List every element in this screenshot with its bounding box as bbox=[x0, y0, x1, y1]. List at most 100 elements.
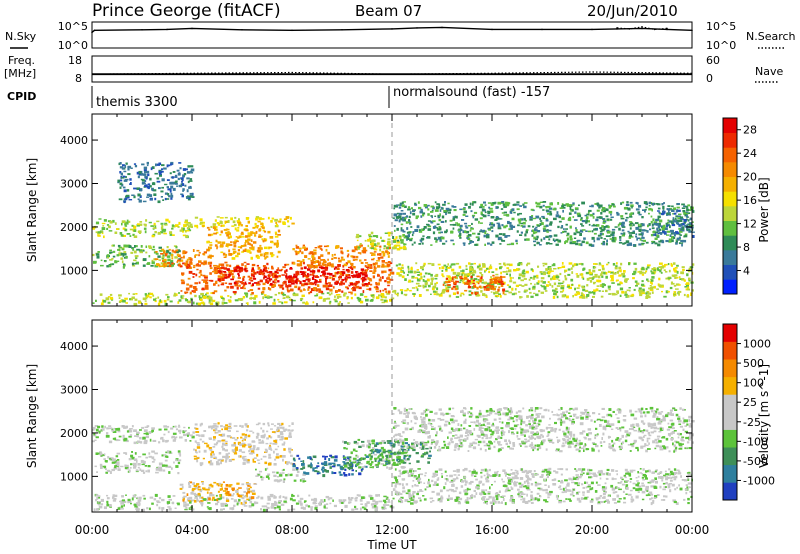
scatter-cell bbox=[179, 265, 183, 268]
scatter-cell bbox=[594, 266, 597, 269]
scatter-cell bbox=[200, 273, 203, 276]
scatter-cell bbox=[621, 224, 625, 227]
scatter-cell bbox=[199, 488, 203, 491]
scatter-cell bbox=[225, 494, 229, 496]
scatter-cell bbox=[131, 296, 135, 299]
scatter-cell bbox=[484, 269, 487, 272]
scatter-cell bbox=[371, 253, 376, 256]
scatter-cell bbox=[317, 260, 320, 263]
scatter-cell bbox=[573, 219, 578, 221]
scatter-cell bbox=[313, 251, 317, 255]
scatter-cell bbox=[486, 285, 489, 288]
scatter-cell bbox=[547, 212, 551, 215]
scatter-cell bbox=[679, 234, 682, 236]
scatter-cell bbox=[234, 216, 237, 219]
scatter-cell bbox=[530, 282, 532, 285]
scatter-cell bbox=[194, 427, 197, 430]
scatter-cell bbox=[376, 265, 381, 268]
scatter-cell bbox=[288, 435, 292, 437]
scatter-cell bbox=[142, 200, 147, 203]
scatter-cell bbox=[633, 270, 637, 274]
scatter-cell bbox=[118, 162, 121, 166]
scatter-cell bbox=[506, 235, 511, 237]
scatter-cell bbox=[447, 280, 451, 283]
scatter-cell bbox=[177, 172, 181, 176]
scatter-cell bbox=[305, 278, 309, 281]
scatter-cell bbox=[364, 264, 367, 268]
scatter-cell bbox=[629, 213, 632, 216]
scatter-cell bbox=[489, 207, 493, 210]
scatter-cell bbox=[625, 240, 630, 244]
scatter-cell bbox=[398, 235, 402, 238]
scatter-cell bbox=[282, 438, 284, 440]
scatter-cell bbox=[295, 271, 299, 274]
scatter-cell bbox=[626, 201, 629, 204]
scatter-cell bbox=[242, 503, 246, 506]
scatter-cell bbox=[222, 271, 226, 273]
scatter-cell bbox=[373, 269, 376, 273]
scatter-cell bbox=[219, 234, 222, 236]
scatter-cell bbox=[121, 248, 125, 251]
scatter-cell bbox=[585, 296, 588, 299]
scatter-cell bbox=[386, 243, 391, 246]
scatter-cell bbox=[309, 457, 312, 460]
scatter-cell bbox=[278, 474, 283, 477]
scatter-cell bbox=[217, 459, 221, 462]
scatter-cell bbox=[242, 296, 245, 299]
scatter-cell bbox=[532, 277, 536, 280]
scatter-cell bbox=[135, 293, 138, 295]
colorbar-segment bbox=[723, 279, 737, 295]
scatter-cell bbox=[145, 470, 148, 473]
scatter-cell bbox=[623, 232, 626, 235]
scatter-cell bbox=[188, 264, 191, 268]
scatter-cell bbox=[623, 270, 626, 273]
scatter-cell bbox=[524, 283, 528, 286]
scatter-cell bbox=[160, 253, 164, 255]
scatter-cell bbox=[200, 422, 203, 426]
scatter-cell bbox=[664, 271, 668, 273]
scatter-cell bbox=[296, 260, 300, 262]
scatter-cell bbox=[222, 273, 226, 276]
scatter-cell bbox=[653, 269, 657, 272]
scatter-cell bbox=[491, 222, 494, 224]
scatter-cell bbox=[375, 245, 379, 247]
scatter-cell bbox=[373, 503, 377, 506]
scatter-cell bbox=[255, 435, 259, 439]
scatter-cell bbox=[122, 263, 126, 265]
scatter-cell bbox=[194, 255, 196, 258]
scatter-cell bbox=[232, 248, 236, 251]
scatter-cell bbox=[408, 219, 411, 221]
scatter-cell bbox=[437, 236, 440, 240]
scatter-cell bbox=[329, 288, 333, 292]
scatter-cell bbox=[621, 272, 625, 276]
scatter-cell bbox=[493, 291, 495, 294]
scatter-cell bbox=[472, 274, 475, 276]
scatter-cell bbox=[342, 282, 345, 285]
scatter-cell bbox=[553, 282, 557, 286]
scatter-cell bbox=[391, 271, 395, 275]
scatter-cell bbox=[528, 278, 531, 281]
scatter-cell bbox=[650, 287, 654, 290]
scatter-cell bbox=[498, 218, 502, 220]
scatter-cell bbox=[215, 302, 218, 305]
scatter-cell bbox=[101, 227, 106, 230]
scatter-cell bbox=[460, 277, 464, 280]
scatter-cell bbox=[490, 291, 493, 293]
scatter-cell bbox=[506, 243, 511, 246]
scatter-cell bbox=[575, 229, 578, 232]
scatter-cell bbox=[355, 464, 357, 468]
scatter-cell bbox=[283, 218, 288, 221]
scatter-cell bbox=[238, 455, 240, 458]
scatter-cell bbox=[204, 277, 208, 279]
scatter-cell bbox=[203, 280, 206, 283]
scatter-cell bbox=[629, 234, 633, 237]
scatter-cell bbox=[137, 223, 140, 226]
scatter-cell bbox=[310, 466, 313, 469]
scatter-cell bbox=[229, 243, 233, 246]
scatter-cell bbox=[237, 246, 242, 248]
scatter-cell bbox=[108, 440, 113, 444]
scatter-cell bbox=[149, 496, 154, 499]
scatter-cell bbox=[523, 278, 527, 280]
scatter-cell bbox=[464, 282, 468, 285]
scatter-cell bbox=[92, 253, 95, 257]
